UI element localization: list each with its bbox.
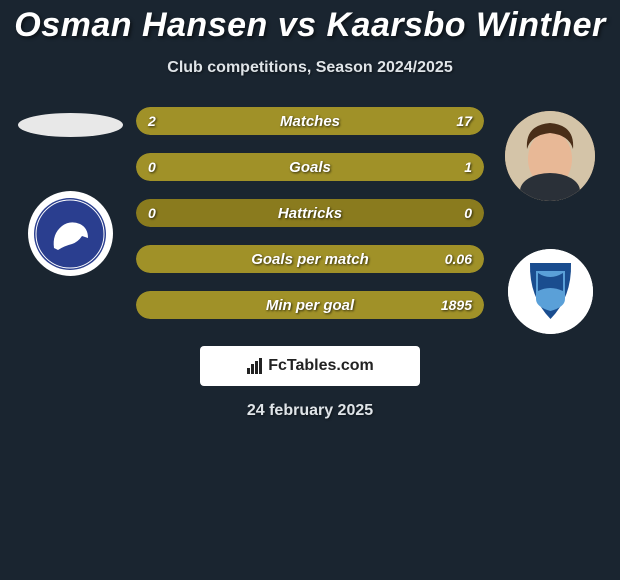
brand-text: FcTables.com: [268, 357, 374, 375]
stat-label: Min per goal: [266, 297, 354, 314]
stat-right-value: 1895: [441, 297, 472, 313]
player1-photo-placeholder: [18, 113, 123, 137]
left-player-column: [10, 107, 130, 276]
player2-photo: [505, 111, 595, 201]
right-player-column: [490, 107, 610, 334]
lyngby-bk-badge-icon: [508, 249, 593, 334]
stat-left-value: 2: [148, 113, 156, 129]
stat-label: Goals: [289, 159, 331, 176]
stat-bar: 2 Matches 17: [136, 107, 484, 135]
stat-right-value: 17: [456, 113, 472, 129]
stat-bar: 0 Goals 1: [136, 153, 484, 181]
comparison-layout: 2 Matches 17 0 Goals 1 0 Hattricks 0 Goals per ma…: [0, 77, 620, 334]
date-text: 24 february 2025: [0, 402, 620, 420]
stats-column: 2 Matches 17 0 Goals 1 0 Hattricks 0 Goals per ma…: [130, 107, 490, 319]
stat-label: Matches: [280, 113, 340, 130]
randers-fc-badge-icon: [34, 198, 106, 270]
page-title: Osman Hansen vs Kaarsbo Winther: [0, 0, 620, 45]
stat-bar: Min per goal 1895: [136, 291, 484, 319]
stat-label: Goals per match: [251, 251, 369, 268]
stat-bar: 0 Hattricks 0: [136, 199, 484, 227]
horse-head-icon: [34, 198, 106, 270]
player2-headshot-icon: [505, 111, 595, 201]
subtitle: Club competitions, Season 2024/2025: [0, 59, 620, 77]
stat-right-value: 0: [464, 205, 472, 221]
chart-bars-icon: [246, 357, 264, 375]
stat-right-value: 1: [464, 159, 472, 175]
player2-club-badge: [508, 249, 593, 334]
stat-label: Hattricks: [278, 205, 342, 222]
stat-left-value: 0: [148, 159, 156, 175]
stat-left-value: 0: [148, 205, 156, 221]
stat-bar: Goals per match 0.06: [136, 245, 484, 273]
brand-watermark: FcTables.com: [200, 346, 420, 386]
player1-club-badge: [28, 191, 113, 276]
stat-right-value: 0.06: [445, 251, 472, 267]
